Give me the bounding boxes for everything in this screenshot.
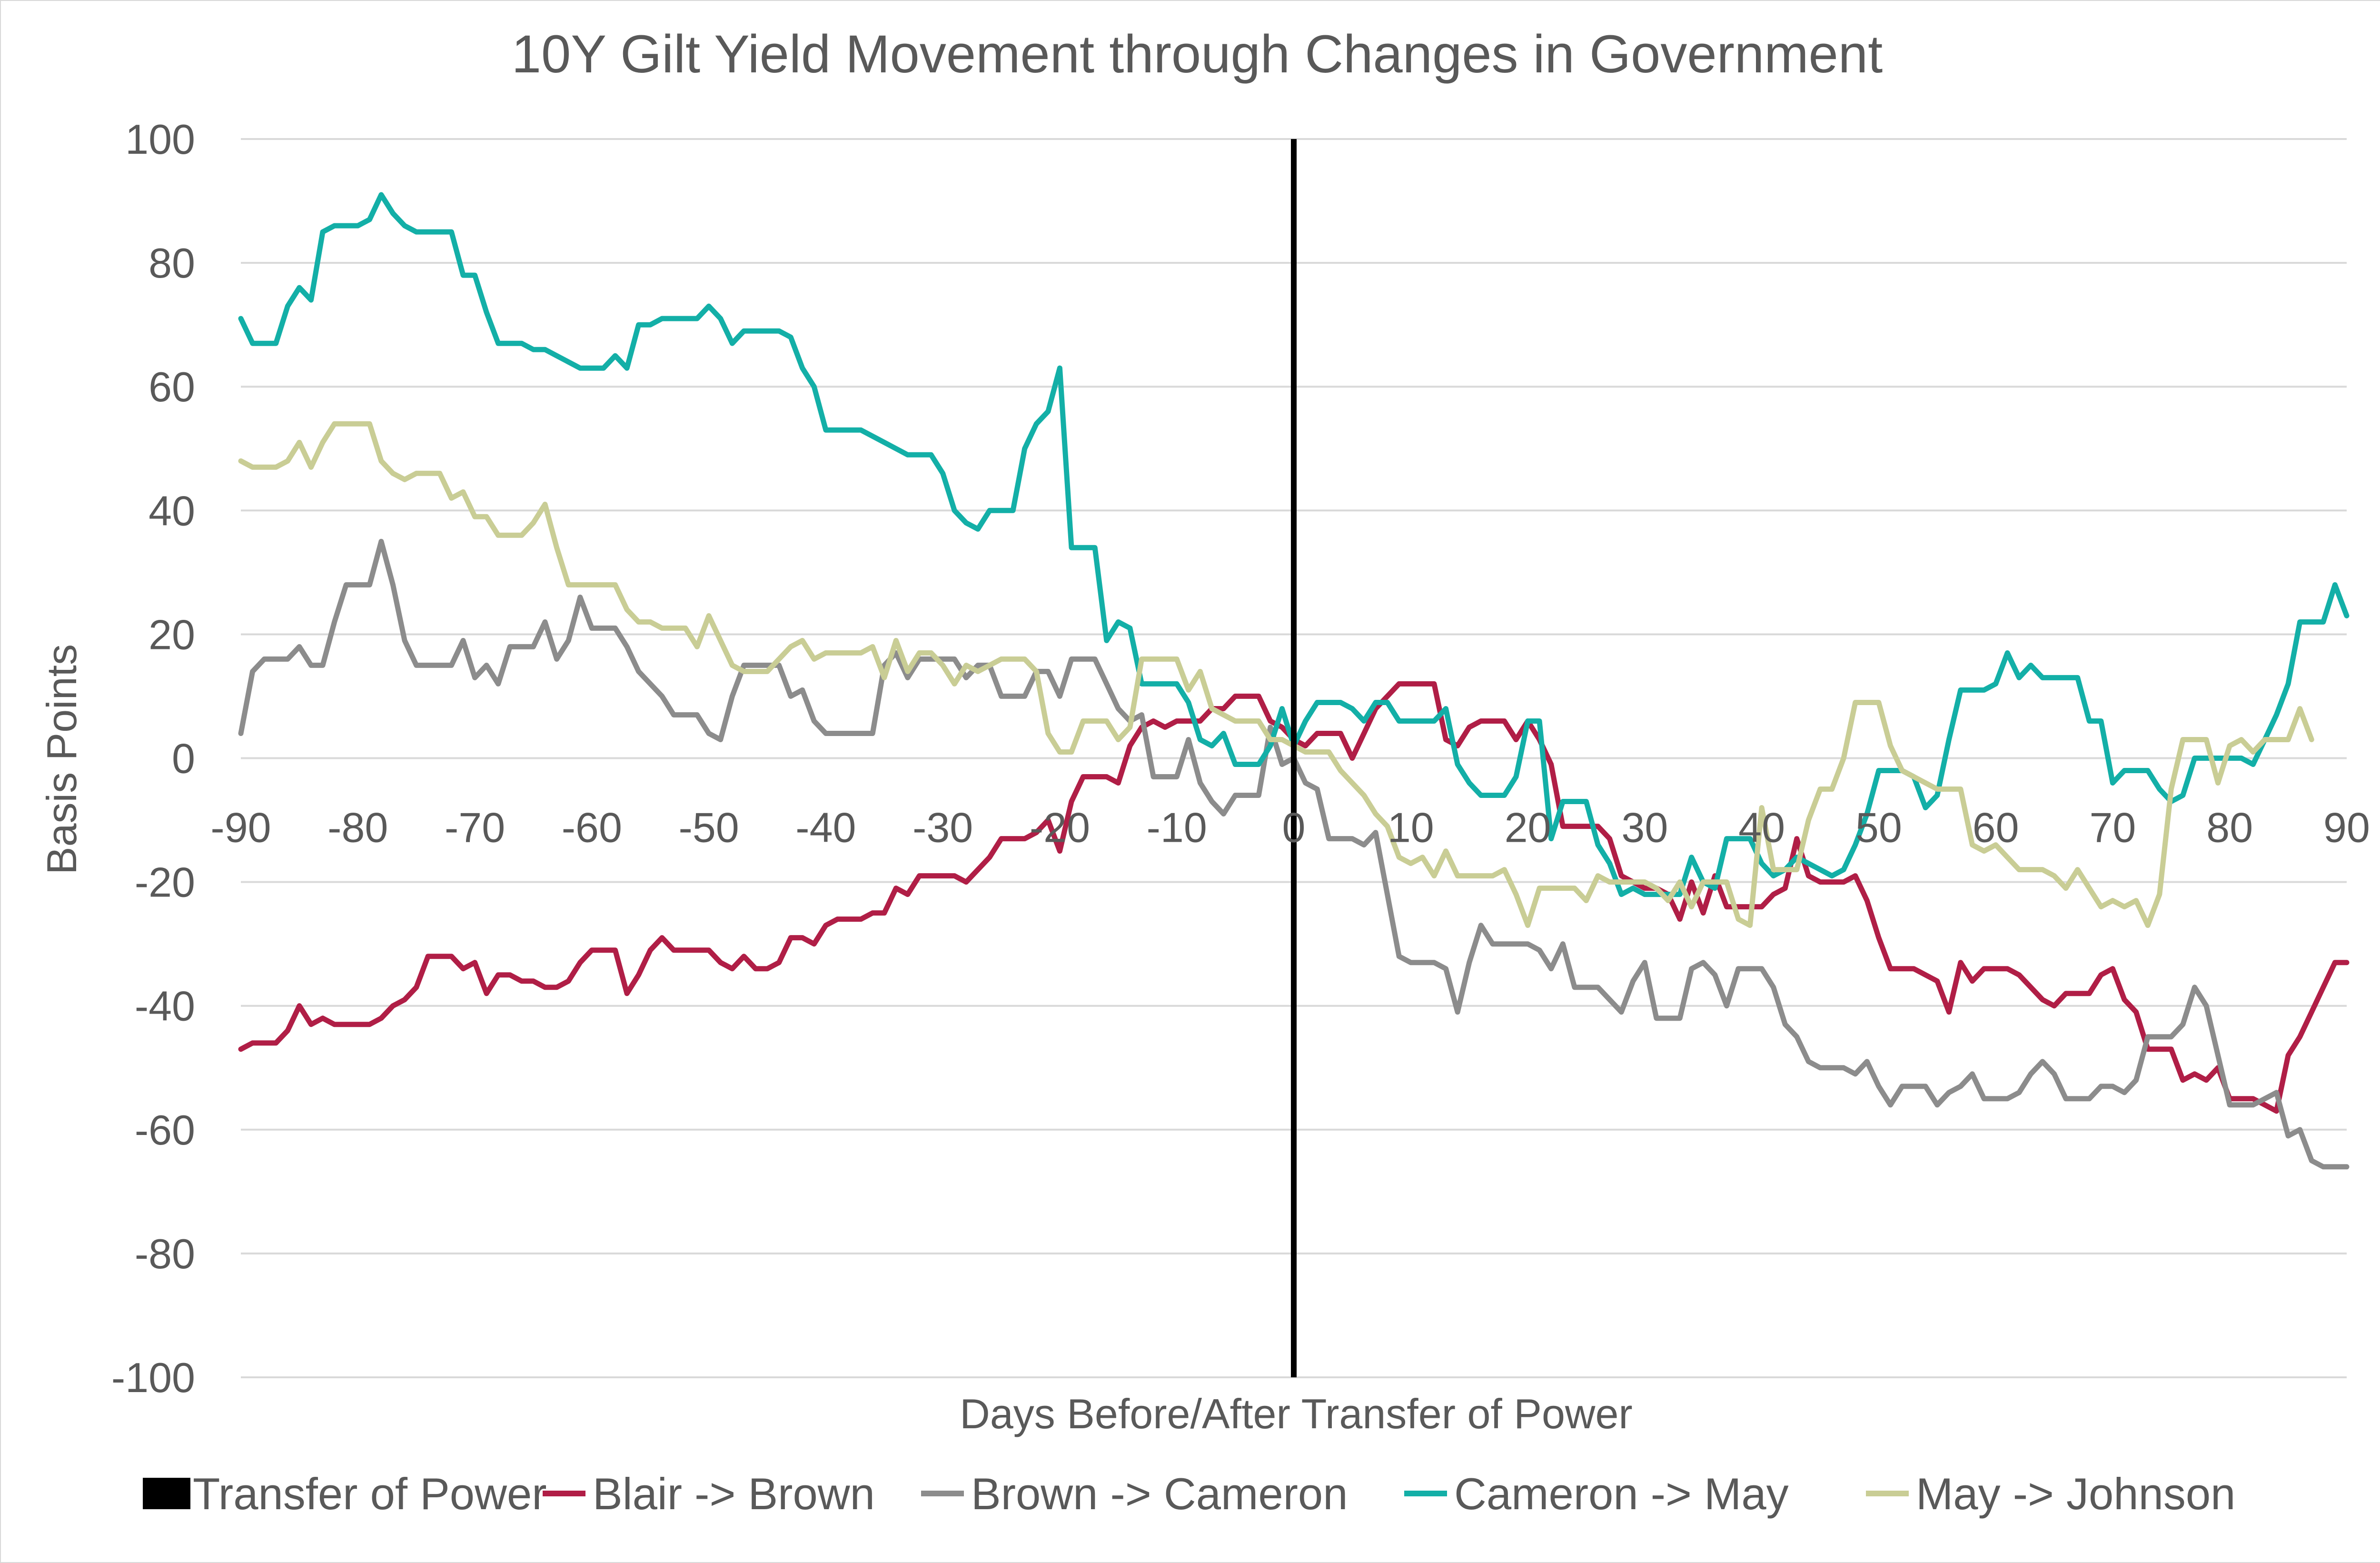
x-tick-label: -10 <box>1147 804 1207 851</box>
x-tick-label: -50 <box>679 804 739 851</box>
y-tick-label: 20 <box>149 611 195 658</box>
x-axis-ticks: -90 -80 -70 -60 -50 -40 -30 -20 -10 0 10 20 30 40 50 60… <box>210 804 2370 851</box>
legend-label-blair-brown: Blair -> Brown <box>593 1469 875 1519</box>
y-tick-label: 100 <box>125 116 195 163</box>
x-tick-label: 0 <box>1282 804 1306 851</box>
x-tick-label: 10 <box>1388 804 1434 851</box>
y-tick-label: -80 <box>135 1230 195 1277</box>
x-tick-label: 30 <box>1621 804 1668 851</box>
x-tick-label: -70 <box>445 804 505 851</box>
legend-label-brown-cameron: Brown -> Cameron <box>971 1469 1348 1519</box>
x-axis-title: Days Before/After Transfer of Power <box>960 1390 1632 1437</box>
y-tick-label: -20 <box>135 859 195 906</box>
x-tick-label: 60 <box>1973 804 2019 851</box>
x-tick-label: 70 <box>2089 804 2136 851</box>
series-line-may-johnson <box>238 421 2314 928</box>
y-tick-label: -60 <box>135 1106 195 1154</box>
x-tick-label: -20 <box>1030 804 1090 851</box>
legend-label-cameron-may: Cameron -> May <box>1454 1469 1789 1519</box>
y-tick-label: 80 <box>149 239 195 287</box>
x-tick-label: 90 <box>2323 804 2370 851</box>
y-axis-ticks: 100 80 60 40 20 0 -20 -40 -60 -80 -100 <box>111 116 195 1401</box>
y-tick-label: -40 <box>135 983 195 1030</box>
y-tick-label: 60 <box>149 363 195 410</box>
legend-label-transfer-of-power: Transfer of Power <box>193 1469 547 1519</box>
y-axis-title: Basis Points <box>38 644 85 875</box>
y-tick-label: 40 <box>149 487 195 534</box>
x-tick-label: 80 <box>2206 804 2253 851</box>
legend: Transfer of Power Blair -> Brown Brown -> … <box>143 1469 2235 1519</box>
legend-label-may-johnson: May -> Johnson <box>1916 1469 2235 1519</box>
x-tick-label: -90 <box>210 804 271 851</box>
x-tick-label: 20 <box>1505 804 1551 851</box>
chart-title: 10Y Gilt Yield Movement through Changes … <box>512 24 1883 84</box>
legend-swatch-transfer-of-power <box>143 1478 190 1509</box>
x-tick-label: 40 <box>1738 804 1785 851</box>
x-tick-label: -80 <box>327 804 388 851</box>
y-tick-label: 0 <box>172 735 195 782</box>
x-tick-label: -30 <box>912 804 973 851</box>
x-tick-label: -60 <box>562 804 622 851</box>
x-tick-label: -40 <box>795 804 856 851</box>
x-tick-label: 50 <box>1855 804 1902 851</box>
y-tick-label: -100 <box>111 1354 195 1401</box>
